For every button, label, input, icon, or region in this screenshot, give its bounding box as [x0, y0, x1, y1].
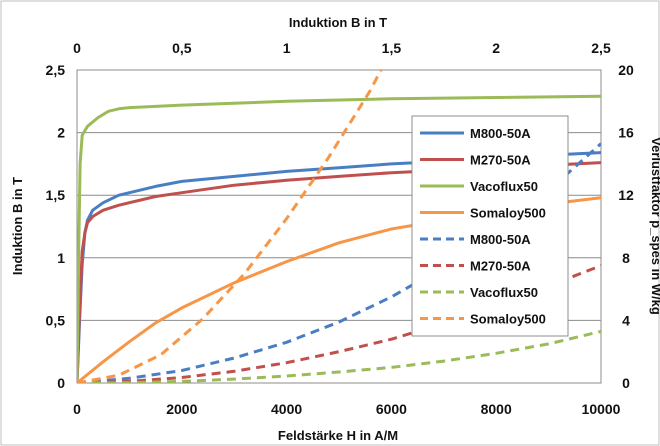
x-tick-label: 2000: [166, 401, 197, 417]
y-tick-label: 2,5: [46, 62, 66, 78]
legend-label: Somaloy500: [470, 206, 546, 221]
legend-label: Vacoflux50: [470, 179, 538, 194]
x-tick-label: 4000: [271, 401, 302, 417]
top-x-tick-label: 0,5: [172, 40, 192, 56]
legend-label: M800-50A: [470, 232, 531, 247]
legend: M800-50A M270-50A Vacoflux50 Somaloy500 M800…: [411, 115, 569, 337]
y-tick-label: 0,5: [46, 312, 66, 328]
x-tick-label: 6000: [376, 401, 407, 417]
y-tick-label: 0: [57, 375, 65, 391]
x-axis-title: Feldstärke H in A/M: [278, 428, 398, 443]
plot-frame: [76, 69, 602, 384]
y-axis-title: Induktion B in T: [10, 177, 25, 275]
y2-tick-label: 4: [622, 312, 630, 328]
top-x-tick-label: 0: [73, 40, 81, 56]
y-tick-label: 1: [57, 250, 65, 266]
top-x-tick-label: 2,5: [591, 40, 611, 56]
top-x-tick-label: 1,5: [382, 40, 402, 56]
series-line-vacoflux50-bh: [77, 94, 601, 383]
top-x-axis-title: Induktion B in T: [289, 15, 387, 30]
x-tick-label: 0: [73, 401, 81, 417]
legend-label: M270-50A: [470, 259, 531, 274]
y2-axis-title: Verlustfaktor p_spes in W/kg: [649, 137, 660, 315]
y-tick-label: 1,5: [46, 187, 66, 203]
y-tick-label: 2: [57, 125, 65, 141]
y2-tick-label: 0: [622, 375, 630, 391]
top-x-tick-label: 2: [492, 40, 500, 56]
x-tick-label: 10000: [582, 401, 621, 417]
series-line-vacoflux50-loss: [77, 329, 601, 383]
legend-label: M270-50A: [470, 153, 531, 168]
y2-tick-label: 16: [618, 125, 634, 141]
y2-tick-label: 12: [618, 187, 634, 203]
legend-label: Vacoflux50: [470, 285, 538, 300]
legend-box: [411, 115, 569, 337]
y2-tick-label: 8: [622, 250, 630, 266]
legend-label: Somaloy500: [470, 312, 546, 327]
y2-tick-label: 20: [618, 62, 634, 78]
top-x-tick-label: 1: [283, 40, 291, 56]
x-tick-label: 8000: [481, 401, 512, 417]
legend-label: M800-50A: [470, 126, 531, 141]
series-line-m800-50a-loss: [77, 142, 601, 383]
